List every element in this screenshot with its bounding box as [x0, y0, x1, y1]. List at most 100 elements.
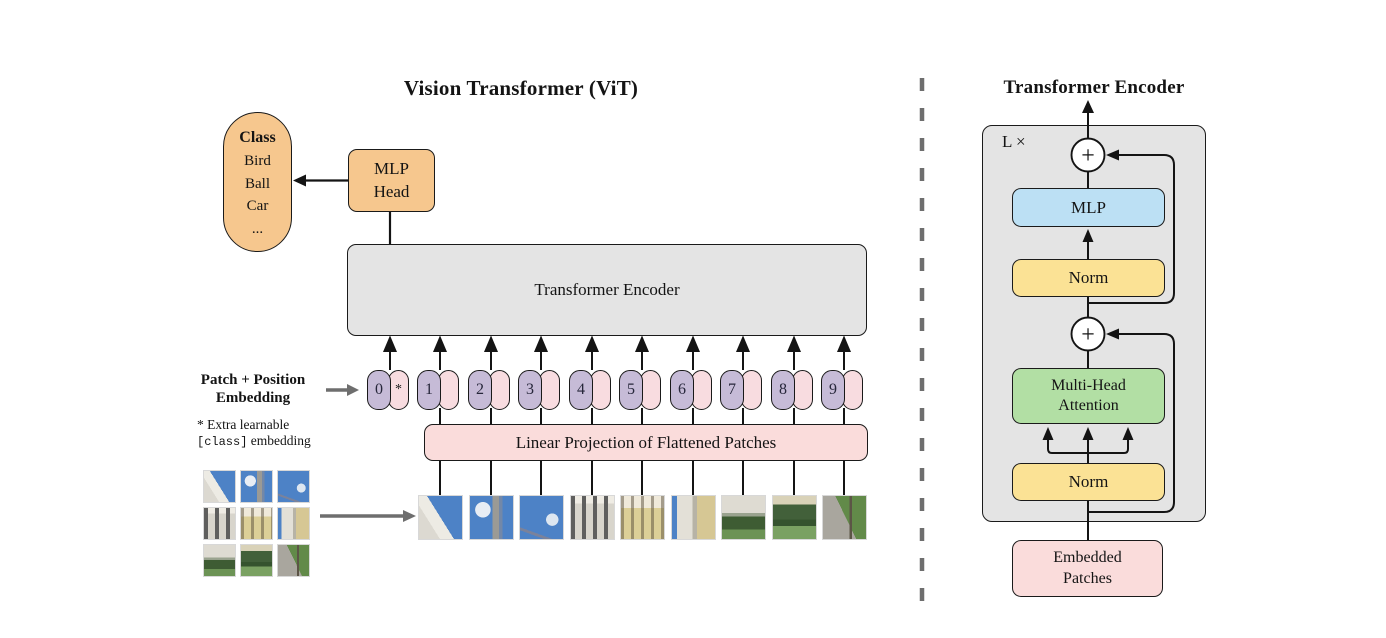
norm-box-1: Norm — [1012, 259, 1165, 297]
mlp-head-box: MLP Head — [348, 149, 435, 212]
position-token: 6 — [670, 370, 694, 410]
arrow-head — [685, 335, 701, 352]
grid-cell-6 — [277, 507, 310, 540]
arrow-head — [1082, 100, 1094, 113]
token-pair-8: 8 — [771, 370, 813, 410]
qkv-branch-path — [1047, 440, 1129, 454]
class-pill-header: Class — [239, 129, 276, 146]
position-token: 4 — [569, 370, 593, 410]
position-token: 7 — [720, 370, 744, 410]
arrow-head — [836, 335, 852, 352]
token-pair-3: 3 — [518, 370, 560, 410]
arrow-head — [1106, 149, 1119, 161]
residual-add-icon — [1070, 137, 1106, 173]
plus-icon: + — [1081, 143, 1095, 169]
position-token: 1 — [417, 370, 441, 410]
arrow-head — [1082, 229, 1094, 242]
arrow-head — [533, 335, 549, 352]
token-pair-7: 7 — [720, 370, 762, 410]
grid-cell-4 — [203, 507, 236, 540]
note-line-1: * Extra learnable — [197, 417, 290, 432]
grid-cell-3 — [277, 470, 310, 503]
class-token-star: * — [395, 382, 402, 397]
arrow-head — [293, 174, 306, 187]
image-patch-7 — [721, 495, 766, 540]
arrow-head — [1082, 427, 1094, 440]
arrow-head — [786, 335, 802, 352]
image-patch-8 — [772, 495, 817, 540]
mlp-box: MLP — [1012, 188, 1165, 227]
image-patch-6 — [671, 495, 716, 540]
arrow-head — [584, 335, 600, 352]
image-patch-4 — [570, 495, 615, 540]
multi-head-attention-box: Multi-Head Attention — [1012, 368, 1165, 424]
embedded-patches-box: Embedded Patches — [1012, 540, 1163, 597]
class-item: ... — [251, 220, 264, 237]
patch-to-projection-lines — [439, 461, 845, 497]
mlp-to-class-arrow — [293, 174, 348, 187]
arrow-head — [382, 335, 398, 352]
image-patch-5 — [620, 495, 665, 540]
position-token: 0 — [367, 370, 391, 410]
linear-projection-box: Linear Projection of Flattened Patches — [424, 424, 868, 461]
image-patch-2 — [469, 495, 514, 540]
class-token-code: [class] — [197, 435, 248, 450]
encoder-detail-title: Transformer Encoder — [1003, 77, 1185, 98]
patch-embedding-token — [691, 370, 712, 410]
patch-embedding-token — [438, 370, 459, 410]
patch-embedding-token — [792, 370, 813, 410]
patch-embedding-token: * — [388, 370, 409, 410]
residual-skip-path — [1088, 154, 1175, 304]
class-item: Bird — [244, 153, 271, 169]
transformer-encoder-box: Transformer Encoder — [347, 244, 867, 336]
class-pill: Class Bird Ball Car ... — [223, 112, 292, 252]
image-to-patches-arrow — [320, 510, 416, 522]
patch-embedding-token — [489, 370, 510, 410]
arrow-head — [1122, 427, 1134, 440]
patch-position-embedding-label: Patch + Position Embedding — [200, 372, 306, 406]
grid-cell-9 — [277, 544, 310, 577]
token-to-encoder-arrows — [382, 335, 852, 370]
token-pair-5: 5 — [619, 370, 661, 410]
patch-embedding-token — [590, 370, 611, 410]
grid-cell-1 — [203, 470, 236, 503]
class-item: Ball — [244, 175, 270, 192]
position-token: 5 — [619, 370, 643, 410]
arrow-head — [634, 335, 650, 352]
arrow-head — [432, 335, 448, 352]
encoder-detail-wires: + + — [1042, 100, 1175, 540]
grid-cell-5 — [240, 507, 273, 540]
note-rest: embedding — [247, 433, 311, 449]
source-image-patch-grid — [203, 470, 310, 577]
token-pair-1: 1 — [417, 370, 459, 410]
arrow-head — [1106, 328, 1119, 340]
image-patch-9 — [822, 495, 867, 540]
arrow-head — [347, 384, 359, 396]
patch-embedding-token — [741, 370, 762, 410]
patch-embedding-token — [842, 370, 863, 410]
arrow-head — [735, 335, 751, 352]
vit-title: Vision Transformer (ViT) — [403, 76, 639, 100]
token-pair-0: * 0 — [367, 370, 409, 410]
image-patch-1 — [418, 495, 463, 540]
image-patch-3 — [519, 495, 564, 540]
patch-embedding-token — [640, 370, 661, 410]
patch-embedding-token — [539, 370, 560, 410]
norm-box-2: Norm — [1012, 463, 1165, 501]
arrow-head — [483, 335, 499, 352]
token-pair-9: 9 — [821, 370, 863, 410]
grid-cell-7 — [203, 544, 236, 577]
position-token: 9 — [821, 370, 845, 410]
loop-count-label: L × — [1002, 132, 1026, 151]
embedding-label-arrow — [326, 384, 359, 396]
class-item: Car — [246, 198, 269, 214]
grid-cell-8 — [240, 544, 273, 577]
projection-to-token-lines — [439, 408, 845, 425]
arrow-head — [403, 510, 416, 522]
residual-add-icon — [1070, 316, 1106, 352]
token-pair-6: 6 — [670, 370, 712, 410]
arrow-head — [1042, 427, 1054, 440]
token-pair-2: 2 — [468, 370, 510, 410]
